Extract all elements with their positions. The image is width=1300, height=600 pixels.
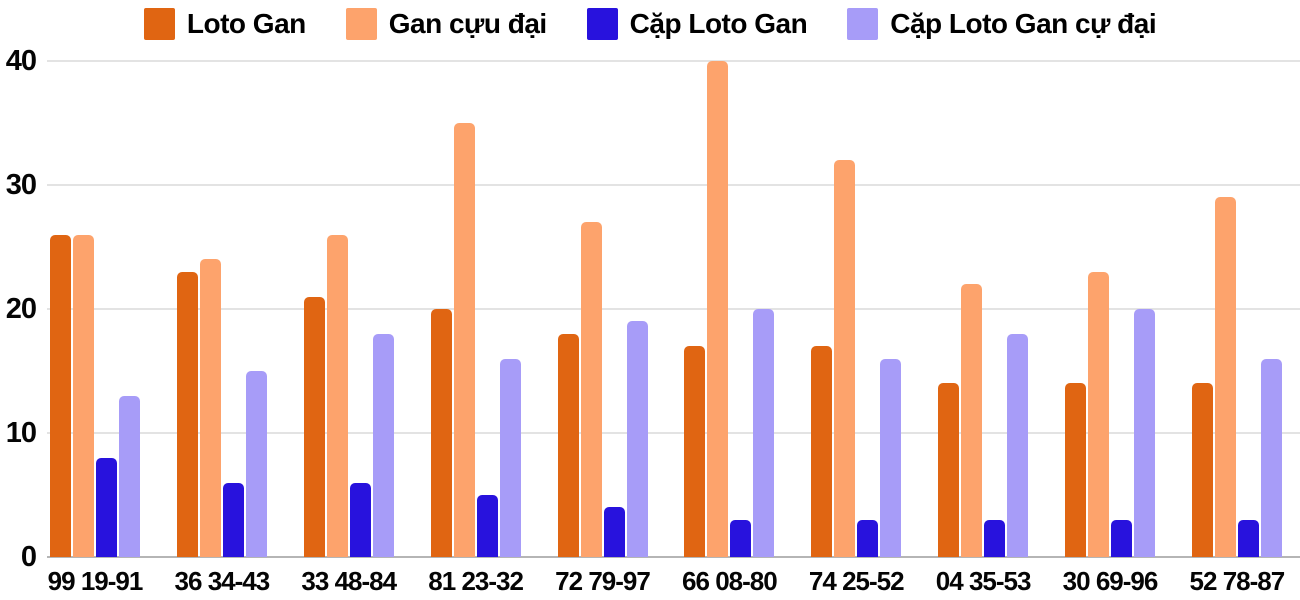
bar — [1065, 383, 1086, 557]
bar — [119, 395, 140, 557]
bar — [1214, 197, 1236, 557]
legend-label: Gan cựu đại — [388, 8, 547, 39]
bar-group: 30 69-96 — [1063, 61, 1158, 596]
bar — [857, 519, 879, 557]
bar — [753, 309, 775, 557]
legend-item[interactable]: Cặp Loto Gan — [586, 8, 808, 40]
y-axis: 0 10 20 30 40 — [0, 46, 37, 572]
x-axis-label: 74 25-52 — [808, 566, 905, 596]
bar — [626, 321, 648, 557]
bar — [1134, 309, 1155, 557]
bar — [1191, 383, 1213, 557]
bar-group: 81 23-32 — [428, 61, 524, 596]
legend-swatch-icon — [345, 8, 377, 40]
x-axis-label: 33 48-84 — [301, 566, 397, 596]
x-axis-label: 52 78-87 — [1189, 566, 1286, 596]
bar — [684, 346, 706, 557]
legend-label: Cặp Loto Gan — [629, 8, 808, 39]
y-axis-tick-label: 10 — [5, 417, 37, 449]
bar — [199, 259, 221, 557]
x-axis-line — [47, 556, 1300, 558]
bar — [1111, 519, 1132, 557]
legend-label: Loto Gan — [186, 8, 306, 39]
x-axis-label: 81 23-32 — [428, 566, 524, 596]
bar — [476, 495, 498, 557]
bar — [303, 296, 325, 557]
bar — [176, 271, 198, 557]
bar — [245, 371, 267, 557]
bar — [453, 123, 475, 557]
bar — [580, 222, 602, 557]
bar — [603, 507, 625, 557]
bar — [222, 482, 244, 557]
bar — [499, 358, 521, 557]
gridline — [47, 184, 1300, 186]
bar — [372, 333, 394, 557]
bar-group: 74 25-52 — [809, 61, 905, 596]
bar — [707, 61, 729, 557]
gridline — [47, 60, 1300, 62]
legend-swatch-icon — [586, 8, 618, 40]
plot-area: 99 19-91 36 34-43 33 48-84 81 23-32 72 79-97… — [47, 60, 1300, 596]
bar-group: 66 08-80 — [682, 61, 778, 596]
gridline — [47, 432, 1300, 434]
y-axis-tick-label: 0 — [20, 541, 37, 573]
bar — [880, 358, 902, 557]
bar — [1088, 271, 1109, 557]
bar-group: 36 34-43 — [175, 61, 270, 596]
legend-item[interactable]: Loto Gan — [143, 8, 306, 40]
bar — [1237, 519, 1259, 557]
bar — [326, 234, 348, 557]
bar — [938, 383, 960, 557]
legend-swatch-icon — [143, 8, 175, 40]
x-axis-label: 30 69-96 — [1062, 566, 1159, 596]
bar-group: 99 19-91 — [48, 61, 143, 596]
bar — [96, 457, 117, 557]
bar — [557, 333, 579, 557]
bar-group: 33 48-84 — [301, 61, 397, 596]
y-axis-tick-label: 40 — [5, 45, 37, 77]
x-axis-label: 72 79-97 — [555, 566, 651, 596]
bar — [50, 234, 71, 557]
legend-item[interactable]: Gan cựu đại — [345, 8, 547, 40]
bar — [349, 482, 371, 557]
x-axis-label: 36 34-43 — [174, 566, 271, 596]
bar-group: 04 35-53 — [936, 61, 1031, 596]
legend-label: Cặp Loto Gan cự đại — [890, 8, 1157, 39]
y-axis-tick-label: 20 — [5, 293, 37, 325]
y-axis-tick-label: 30 — [5, 169, 37, 201]
bar — [811, 346, 833, 557]
bar — [73, 234, 94, 557]
bar-groups: 99 19-91 36 34-43 33 48-84 81 23-32 72 79-97… — [48, 61, 1285, 596]
x-axis-label: 04 35-53 — [935, 566, 1032, 596]
legend-swatch-icon — [847, 8, 879, 40]
bar-group: 72 79-97 — [555, 61, 651, 596]
bar — [834, 160, 856, 557]
bar-group: 52 78-87 — [1190, 61, 1285, 596]
gridline — [47, 308, 1300, 310]
x-axis-label: 99 19-91 — [47, 566, 144, 596]
bar — [430, 309, 452, 557]
legend: Loto Gan Gan cựu đại Cặp Loto Gan Cặp Loto … — [0, 8, 1300, 40]
bar — [961, 284, 983, 557]
legend-item[interactable]: Cặp Loto Gan cự đại — [847, 8, 1157, 40]
x-axis-label: 66 08-80 — [682, 566, 778, 596]
bar — [984, 519, 1006, 557]
bar — [1260, 358, 1282, 557]
bar — [730, 519, 752, 557]
bar — [1007, 333, 1029, 557]
